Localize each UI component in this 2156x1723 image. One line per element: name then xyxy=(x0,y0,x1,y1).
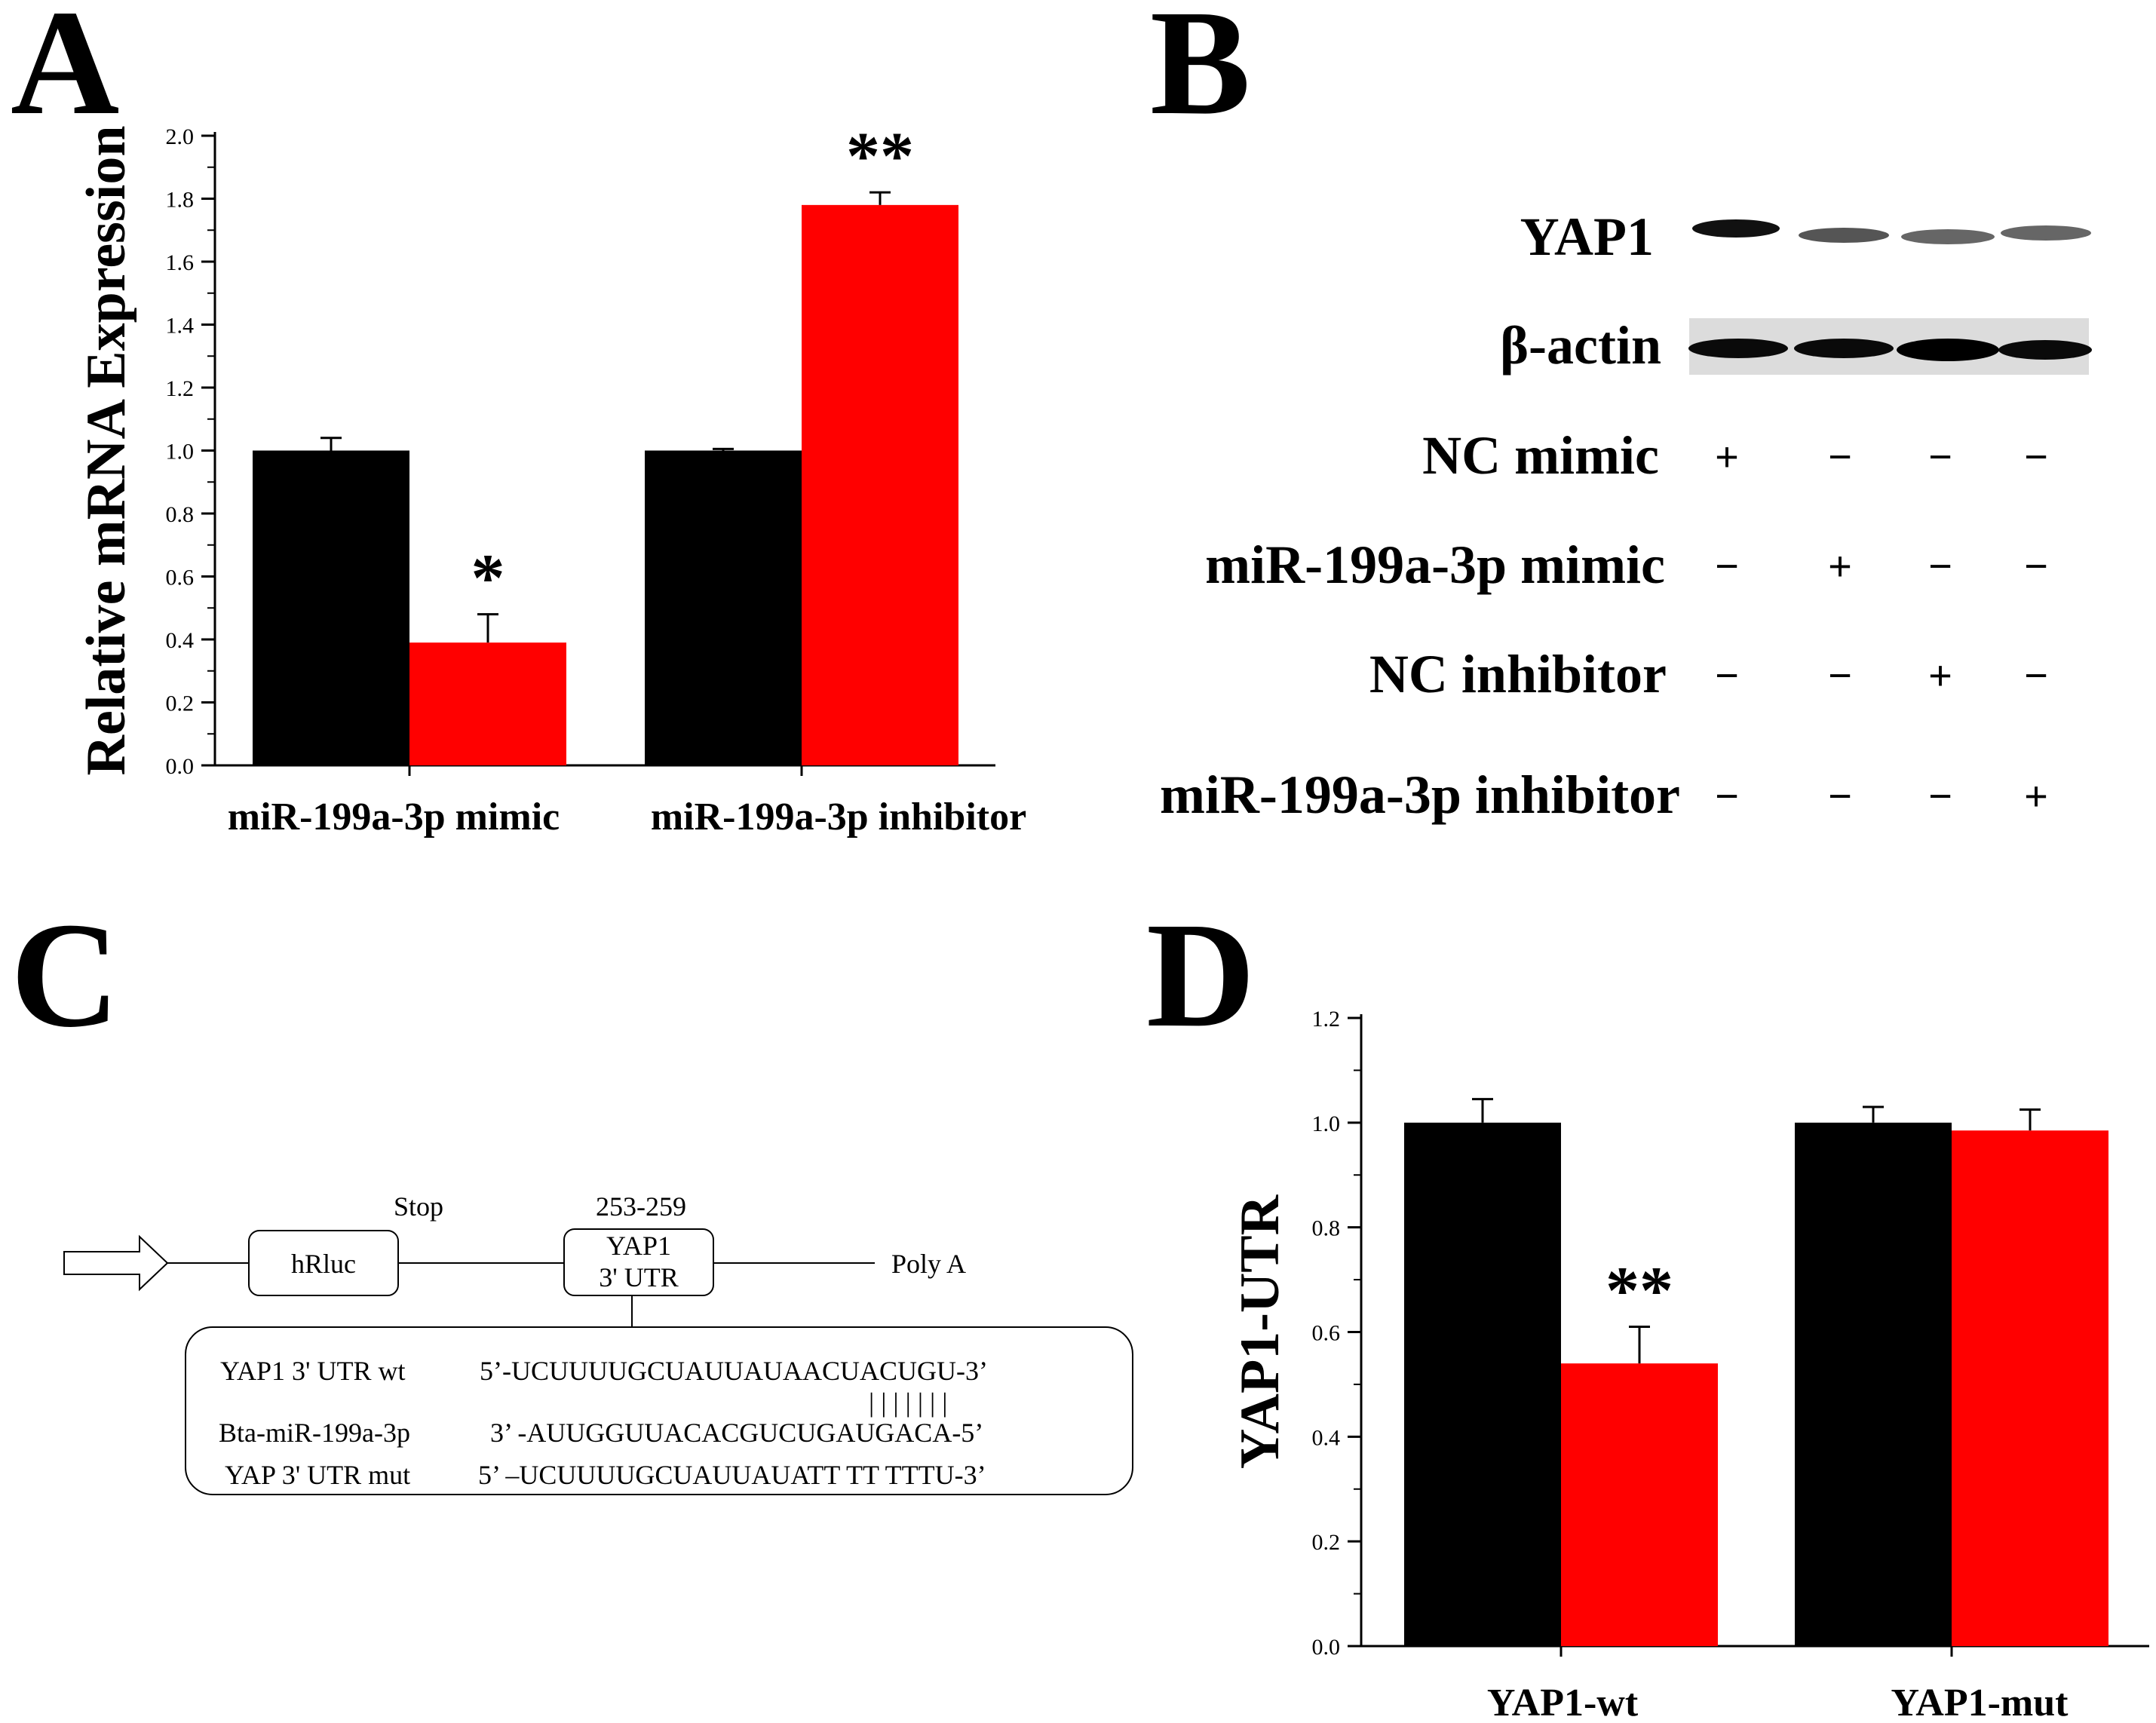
seq-mut: 5’ –UCUUUUGCUAUUAUATT TT TTTU-3’ xyxy=(478,1460,986,1490)
y-tick-label: 1.8 xyxy=(166,188,195,213)
y-tick-label: 1.2 xyxy=(166,376,195,401)
yap1-blot xyxy=(1682,204,2093,264)
y-tick-label: 1.0 xyxy=(1312,1111,1341,1136)
condition-sign: + xyxy=(1715,434,1739,480)
y-tick-label: 0.0 xyxy=(1312,1635,1341,1660)
y-tick-label: 0.6 xyxy=(1312,1321,1341,1346)
y-axis-label: Relative mRNA Expression xyxy=(75,126,137,776)
seq-name-mut: YAP 3' UTR mut xyxy=(225,1460,410,1490)
yap1-band-1 xyxy=(1692,219,1780,238)
condition-sign: − xyxy=(2024,434,2048,480)
significance-mark: ** xyxy=(846,119,914,194)
condition-sign: − xyxy=(1828,434,1852,480)
blot-label-beta-actin: β-actin xyxy=(1500,315,1661,376)
bar-treatment-2 xyxy=(1952,1130,2108,1646)
y-tick-label: 0.8 xyxy=(1312,1216,1341,1241)
bar-treatment-1 xyxy=(1561,1363,1718,1646)
site-label: 253-259 xyxy=(596,1191,686,1222)
chart-d: 0.0 0.2 0.4 0.6 0.8 1.0 1.2 YAP1-UTR ** YAP1-wt YA… xyxy=(1229,1007,2149,1723)
condition-label: miR-199a-3p inhibitor xyxy=(1160,765,1680,825)
utr-label-1: YAP1 xyxy=(606,1231,671,1261)
blot-conditions: NC mimic + − − − miR-199a-3p mimic − + − − NC inhi… xyxy=(1160,425,2048,825)
y-tick-label: 0.4 xyxy=(1312,1425,1341,1450)
condition-label: miR-199a-3p mimic xyxy=(1205,535,1665,595)
condition-sign: − xyxy=(2024,544,2048,589)
yap1-band-4 xyxy=(2001,225,2091,241)
promoter-arrow-icon xyxy=(63,1234,169,1292)
y-tick-label: 1.4 xyxy=(166,314,195,339)
condition-sign: − xyxy=(2024,653,2048,698)
condition-label: NC mimic xyxy=(1422,425,1659,486)
y-tick-label: 0.8 xyxy=(166,502,195,527)
actin-band-4 xyxy=(1998,340,2092,360)
panel-letter-b: B xyxy=(1150,0,1250,146)
y-tick-label: 0.0 xyxy=(166,754,195,779)
condition-sign: + xyxy=(1928,653,1952,698)
y-axis-label: YAP1-UTR xyxy=(1229,1194,1291,1469)
y-tick-label: 1.2 xyxy=(1312,1007,1341,1032)
y-tick-label: 0.6 xyxy=(166,566,195,590)
bar-treatment-2 xyxy=(802,204,958,766)
actin-band-3 xyxy=(1897,339,1999,361)
condition-sign: − xyxy=(1828,653,1852,698)
x-category-label: miR-199a-3p mimic xyxy=(228,796,560,839)
y-tick-label: 0.2 xyxy=(166,691,195,716)
condition-sign: − xyxy=(1928,434,1952,480)
seq-wt: 5’-UCUUUUGCUAUUAUAACUACUGU-3’ xyxy=(480,1356,988,1386)
seq-mirna: 3’ -AUUGGUUACACGUCUGAUGACA-5’ xyxy=(490,1418,983,1448)
beta-actin-blot xyxy=(1688,318,2092,375)
hrluc-label: hRluc xyxy=(291,1249,356,1279)
condition-sign: − xyxy=(1928,774,1952,819)
sequence-box xyxy=(185,1326,1133,1495)
x-category-label: miR-199a-3p inhibitor xyxy=(651,796,1026,839)
yap1-band-3 xyxy=(1901,229,1995,244)
panel-letter-a: A xyxy=(11,0,119,146)
chart-a: 0.0 0.2 0.4 0.6 0.8 1.0 1.2 1.4 1.6 1.8 2.0 Relativ… xyxy=(75,119,1026,839)
seq-pairing: | | | | | | | xyxy=(869,1387,947,1418)
y-tick-label: 0.2 xyxy=(1312,1530,1341,1555)
condition-sign: − xyxy=(1928,544,1952,589)
condition-sign: + xyxy=(1828,544,1852,589)
y-tick-label: 0.4 xyxy=(166,628,195,653)
bar-control-1 xyxy=(253,450,409,765)
bar-control-1 xyxy=(1404,1122,1561,1646)
significance-mark: ** xyxy=(1605,1254,1673,1329)
y-tick-label: 2.0 xyxy=(166,124,195,149)
x-category-label: YAP1-wt xyxy=(1487,1682,1639,1723)
condition-sign: − xyxy=(1715,544,1739,589)
polya-label: Poly A xyxy=(891,1249,966,1279)
actin-band-2 xyxy=(1794,339,1894,358)
bar-control-2 xyxy=(645,450,802,765)
seq-name-mirna: Bta-miR-199a-3p xyxy=(219,1418,410,1448)
bar-treatment-1 xyxy=(409,642,566,765)
yap1-band-2 xyxy=(1799,228,1889,243)
actin-band-1 xyxy=(1688,339,1788,358)
condition-sign: − xyxy=(1828,774,1852,819)
x-category-label: YAP1-mut xyxy=(1891,1682,2069,1723)
condition-sign: − xyxy=(1715,774,1739,819)
y-tick-label: 1.0 xyxy=(166,440,195,464)
construct-diagram: hRluc Stop 253-259 YAP1 3' UTR Poly A YA… xyxy=(63,1191,1133,1495)
utr-label-2: 3' UTR xyxy=(599,1262,679,1292)
condition-sign: + xyxy=(2024,774,2048,819)
panel-letter-c: C xyxy=(11,892,119,1059)
significance-mark: * xyxy=(471,541,505,616)
bar-control-2 xyxy=(1795,1122,1952,1646)
stop-label: Stop xyxy=(394,1191,443,1222)
blot-label-yap1: YAP1 xyxy=(1520,207,1654,267)
condition-label: NC inhibitor xyxy=(1369,644,1667,704)
y-tick-label: 1.6 xyxy=(166,250,195,275)
seq-name-wt: YAP1 3' UTR wt xyxy=(220,1356,406,1386)
panel-letter-d: D xyxy=(1146,892,1255,1059)
condition-sign: − xyxy=(1715,653,1739,698)
